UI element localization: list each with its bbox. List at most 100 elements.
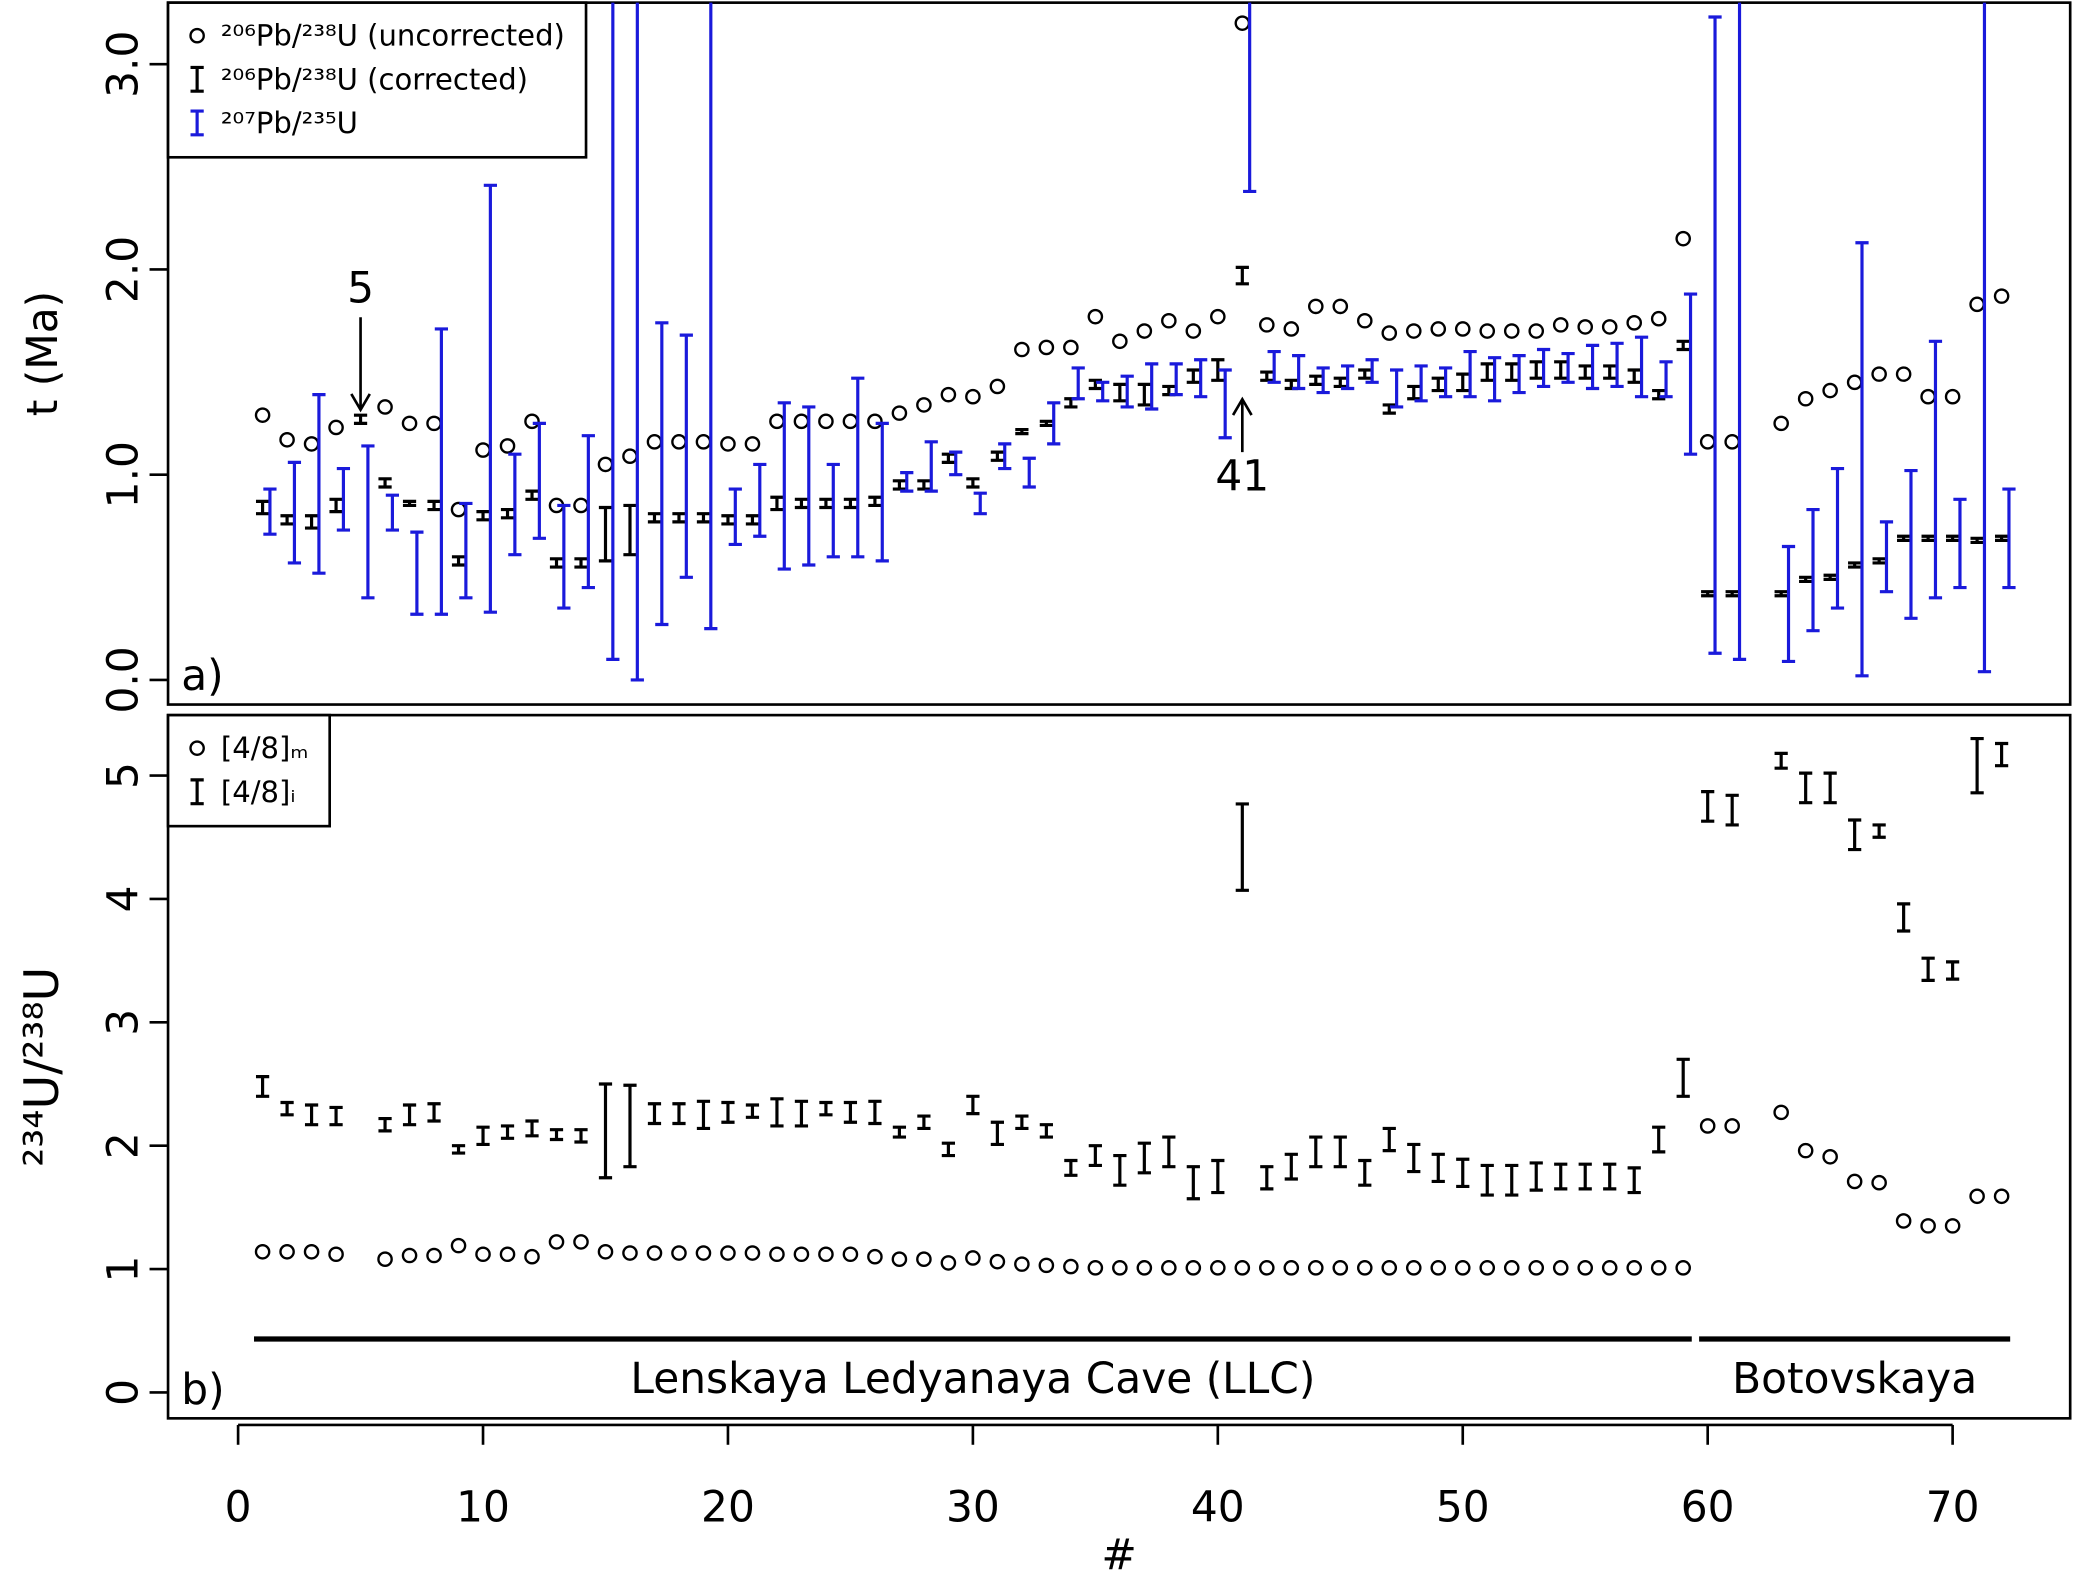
error-bar	[672, 512, 686, 524]
data-point	[1699, 434, 1716, 450]
x-tick-label: 20	[701, 1482, 755, 1531]
data-point	[671, 434, 687, 450]
error-bar	[1732, 2, 1747, 661]
data-point	[1136, 323, 1153, 339]
data-point	[1650, 1260, 1667, 1276]
data-point	[1356, 1260, 1373, 1276]
error-bar	[532, 421, 546, 540]
data-point	[916, 1251, 932, 1267]
data-point	[1038, 1257, 1055, 1274]
error-bar	[1431, 376, 1445, 393]
data-point	[1503, 1260, 1520, 1276]
data-point	[1969, 296, 1985, 313]
error-bar	[1676, 339, 1690, 352]
error-bar	[1701, 790, 1715, 823]
data-point	[426, 1247, 442, 1264]
data-point	[1283, 321, 1300, 337]
error-bar	[1113, 1153, 1127, 1187]
error-bar	[1407, 1142, 1421, 1174]
data-point	[1185, 323, 1202, 339]
data-point	[842, 1246, 859, 1263]
error-bar	[1022, 456, 1036, 489]
data-point	[1675, 230, 1691, 247]
data-point	[1381, 325, 1398, 341]
error-bar	[1799, 575, 1813, 583]
data-point	[1087, 308, 1104, 325]
error-bar	[1953, 497, 1967, 590]
y-tick-label: 2	[99, 1132, 148, 1159]
error-bar	[329, 1105, 343, 1127]
data-point	[1087, 1260, 1104, 1276]
error-bar	[802, 405, 816, 567]
x-tick-label: 40	[1191, 1482, 1245, 1531]
data-point	[1699, 1118, 1716, 1134]
error-bar	[1603, 1162, 1617, 1191]
data-point	[548, 1234, 565, 1250]
error-bar	[794, 1099, 809, 1128]
error-bar	[1634, 335, 1649, 399]
data-point	[1405, 1260, 1422, 1276]
data-point	[1259, 1260, 1275, 1276]
data-point	[279, 431, 295, 448]
error-bar	[1529, 1161, 1543, 1192]
error-bar	[476, 1125, 490, 1147]
error-bar	[1260, 1165, 1274, 1191]
legend-symbol	[189, 27, 205, 44]
error-bar	[1701, 590, 1715, 598]
error-bar	[851, 376, 865, 559]
error-bar	[304, 514, 319, 530]
data-point	[1528, 323, 1545, 339]
error-bar	[1806, 507, 1820, 633]
error-bar	[255, 499, 270, 516]
y-tick-label: 0	[99, 1379, 148, 1406]
error-bar	[892, 479, 907, 491]
legend-symbol	[190, 65, 204, 93]
error-bar	[1333, 376, 1347, 389]
data-point	[377, 1251, 393, 1267]
data-point	[597, 1243, 614, 1260]
error-bar	[1113, 382, 1127, 403]
error-bar	[1554, 360, 1568, 380]
error-bar	[427, 499, 441, 512]
error-bar	[1994, 741, 2009, 768]
error-bar	[1382, 1126, 1396, 1153]
error-bar	[1194, 358, 1208, 399]
error-bar	[1897, 534, 1911, 542]
error-bar	[1039, 419, 1053, 428]
data-point	[1014, 341, 1030, 358]
data-point	[965, 388, 981, 405]
data-point	[303, 436, 320, 452]
error-bar	[304, 1103, 319, 1127]
y-tick-label: 2.0	[99, 236, 148, 303]
error-bar	[1439, 366, 1453, 399]
error-bar	[1267, 349, 1281, 384]
data-point	[818, 1246, 834, 1263]
error-bar	[924, 440, 938, 493]
data-point	[426, 415, 442, 432]
error-bar	[1561, 352, 1575, 384]
data-point	[475, 1246, 491, 1263]
error-bar	[777, 401, 791, 571]
data-point	[573, 497, 589, 514]
data-point	[1479, 1260, 1496, 1276]
data-point	[916, 397, 932, 413]
error-bar	[598, 505, 613, 563]
data-point	[1724, 434, 1740, 450]
error-bar	[819, 497, 833, 510]
error-bar	[483, 183, 497, 614]
error-bar	[1512, 354, 1526, 395]
data-point	[769, 1246, 785, 1263]
error-bar	[1096, 380, 1110, 403]
error-bar	[459, 501, 473, 600]
data-point	[475, 442, 491, 458]
data-point	[1112, 333, 1128, 350]
data-point	[1528, 1260, 1545, 1276]
error-bar	[1652, 388, 1666, 401]
error-bar	[941, 1141, 956, 1158]
data-point	[1920, 1218, 1936, 1234]
data-point	[499, 438, 516, 454]
data-point	[940, 1255, 957, 1271]
data-point	[1993, 288, 2010, 304]
y-tick-label: 1	[99, 1256, 148, 1283]
data-point	[1112, 1260, 1128, 1276]
